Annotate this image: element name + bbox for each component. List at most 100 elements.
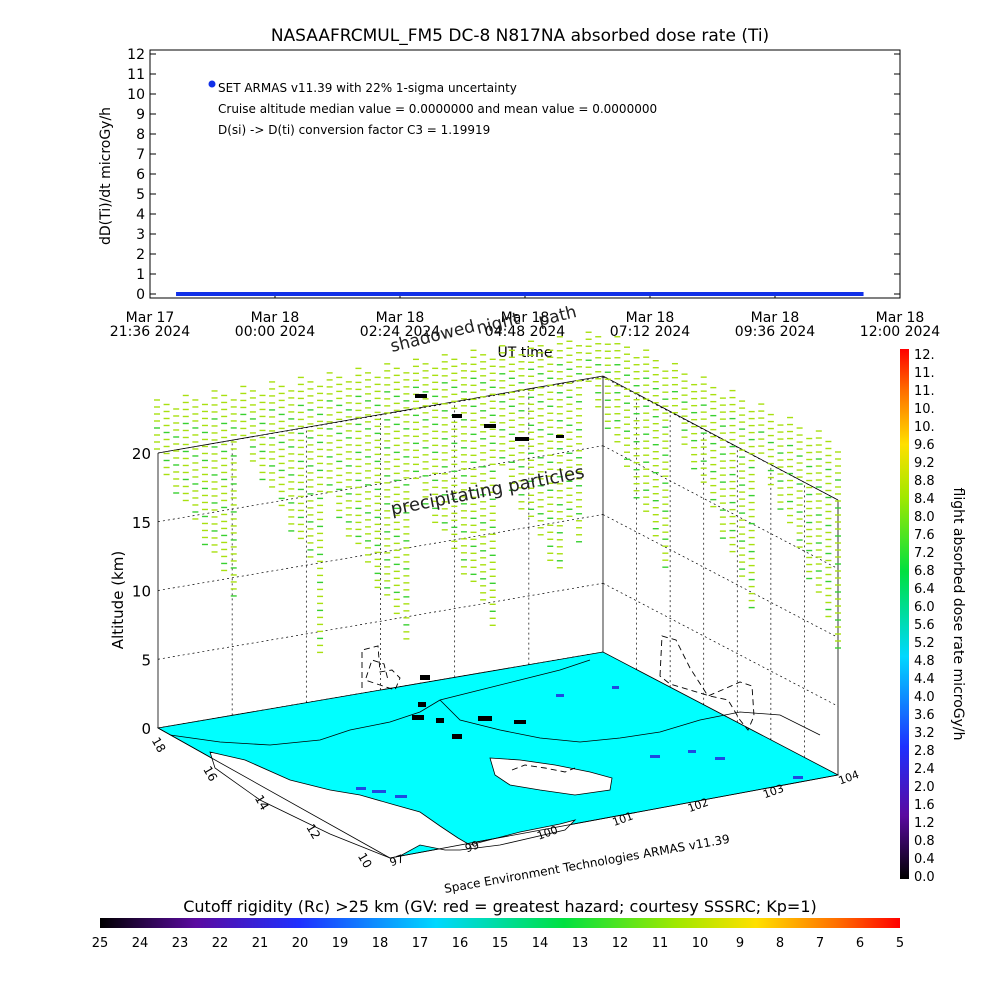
latitude-tick-label: 16: [200, 764, 220, 784]
top-y-tick-label: 12: [127, 47, 145, 63]
right-colorbar-tick-label: 5.2: [914, 636, 935, 651]
bottom-colorbar-tick-label: 18: [372, 936, 389, 951]
right-colorbar-tick-label: 12.: [914, 348, 935, 363]
right-colorbar-tick-label: 2.0: [914, 780, 935, 795]
bottom-colorbar-tick-label: 6: [856, 936, 864, 951]
right-colorbar-tick-label: 8.0: [914, 510, 935, 525]
right-colorbar-tick-label: 11.: [914, 366, 935, 381]
right-colorbar-tick-label: 0.0: [914, 870, 935, 885]
right-colorbar-tick-label: 3.6: [914, 708, 935, 723]
right-colorbar-tick-label: 6.4: [914, 582, 935, 597]
chart-title: NASAAFRCMUL_FM5 DC-8 N817NA absorbed dos…: [271, 26, 769, 46]
bottom-colorbar: Cutoff rigidity (Rc) >25 km (GV: red = g…: [92, 897, 904, 951]
top-x-tick-label-line2: 21:36 2024: [110, 324, 191, 340]
top-x-tick-label-line2: 02:24 2024: [360, 324, 441, 340]
grid-line: [602, 514, 839, 638]
top-x-tick-label-line2: 07:12 2024: [610, 324, 691, 340]
top-y-tick-label: 1: [136, 267, 145, 283]
top-x-tick-label-line1: Mar 17: [126, 310, 175, 326]
bottom-colorbar-tick-label: 16: [452, 936, 469, 951]
particle-columns: [154, 331, 841, 654]
coast-line: [169, 659, 821, 746]
right-colorbar-tick-label: 1.2: [914, 816, 935, 831]
right-colorbar-tick-label: 9.6: [914, 438, 935, 453]
bottom-colorbar-tick-label: 15: [492, 936, 509, 951]
top-x-tick-label-line2: 09:36 2024: [735, 324, 816, 340]
top-annotation-line: Cruise altitude median value = 0.0000000…: [218, 102, 657, 116]
top-y-tick-label: 7: [136, 147, 145, 163]
map-3d-chart: shadowed night path precipitating partic…: [109, 302, 861, 896]
bottom-colorbar-gradient: [100, 918, 900, 928]
bottom-colorbar-tick-label: 25: [92, 936, 109, 951]
bottom-colorbar-tick-label: 14: [532, 936, 549, 951]
front-edges: [157, 727, 839, 859]
right-colorbar-tick-label: 6.0: [914, 600, 935, 615]
top-y-tick-label: 10: [127, 87, 145, 103]
top-x-tick-label-line1: Mar 18: [876, 310, 925, 326]
top-y-tick-label: 11: [127, 67, 145, 83]
top-annotation-line: D(si) -> D(ti) conversion factor C3 = 1.…: [218, 123, 490, 137]
right-colorbar-tick-label: 0.4: [914, 852, 935, 867]
z-tick-label: 5: [141, 651, 151, 669]
top-y-tick-label: 5: [136, 187, 145, 203]
bottom-colorbar-tick-label: 9: [736, 936, 744, 951]
latitude-tick-label: 12: [303, 821, 323, 841]
top-y-tick-label: 4: [136, 207, 145, 223]
top-x-tick-label-line1: Mar 18: [251, 310, 300, 326]
right-colorbar-tick-label: 1.6: [914, 798, 935, 813]
latitude-tick-label: 18: [149, 735, 169, 755]
grid-line: [157, 582, 604, 660]
z-tick-label: 10: [132, 583, 151, 601]
bottom-colorbar-ticks: 25 24 23 22 21 20 19 18 17 16 15 14 13 12 11 10 9 8 7 6 5: [92, 936, 904, 951]
right-colorbar-tick-label: 6.8: [914, 564, 935, 579]
right-colorbar-tick-label: 7.2: [914, 546, 935, 561]
top-x-tick-label-line1: Mar 18: [376, 310, 425, 326]
right-colorbar-tick-label: 4.4: [914, 672, 935, 687]
top-x-tick-label-line1: Mar 18: [751, 310, 800, 326]
top-x-tick-label-line2: 04:48 2024: [485, 324, 566, 340]
latitude-tick-label: 14: [252, 793, 272, 813]
bottom-colorbar-tick-label: 13: [572, 936, 589, 951]
longitude-tick-label: 99: [463, 838, 481, 855]
right-colorbar-tick-label: 10.: [914, 402, 935, 417]
bottom-colorbar-tick-label: 11: [652, 936, 669, 951]
overlay-label-path: path: [536, 302, 578, 331]
bottom-colorbar-tick-label: 5: [896, 936, 904, 951]
ground-plane: [156, 651, 840, 859]
right-colorbar-label: flight absorbed dose rate microGy/h: [950, 488, 966, 741]
top-x-axis-label: UT time: [498, 345, 553, 361]
latitude-tick-label: 10: [355, 850, 375, 870]
blue-patches: [356, 686, 803, 798]
bottom-colorbar-title: Cutoff rigidity (Rc) >25 km (GV: red = g…: [183, 897, 817, 916]
grid-line: [602, 582, 839, 707]
flight-markers: [412, 394, 564, 739]
gulf-region: [489, 757, 613, 796]
grid-line: [602, 376, 839, 501]
right-colorbar-gradient: [900, 349, 909, 879]
right-colorbar-tick-label: 2.4: [914, 762, 935, 777]
top-y-tick-label: 2: [136, 247, 145, 263]
z-tick-label: 15: [132, 514, 151, 532]
right-colorbar-tick-label: 2.8: [914, 744, 935, 759]
top-annotations: SET ARMAS v11.39 with 22% 1-sigma uncert…: [218, 81, 657, 137]
right-colorbar-tick-label: 7.6: [914, 528, 935, 543]
longitude-tick-label: 104: [837, 768, 861, 787]
right-colorbar-tick-label: 4.0: [914, 690, 935, 705]
top-x-tick-label-line1: Mar 18: [626, 310, 675, 326]
overlay-label-precipitating: precipitating particles: [389, 462, 586, 520]
bottom-colorbar-tick-label: 10: [692, 936, 709, 951]
right-colorbar-ticks: 12. 11. 11. 10. 10. 9.6 9.2 8.8 8.4 8.0 7.6 7.2 6.8 6…: [914, 348, 935, 885]
right-colorbar-tick-label: 8.4: [914, 492, 935, 507]
top-series: [176, 80, 864, 296]
legend-marker: [208, 80, 216, 88]
top-y-tick-label: 8: [136, 127, 145, 143]
right-colorbar-tick-label: 3.2: [914, 726, 935, 741]
top-x-tick-label-line1: Mar 18: [501, 310, 550, 326]
top-y-tick-label: 3: [136, 227, 145, 243]
right-colorbar-tick-label: 11.: [914, 384, 935, 399]
bottom-colorbar-tick-label: 8: [776, 936, 784, 951]
top-y-tick-label: 9: [136, 107, 145, 123]
